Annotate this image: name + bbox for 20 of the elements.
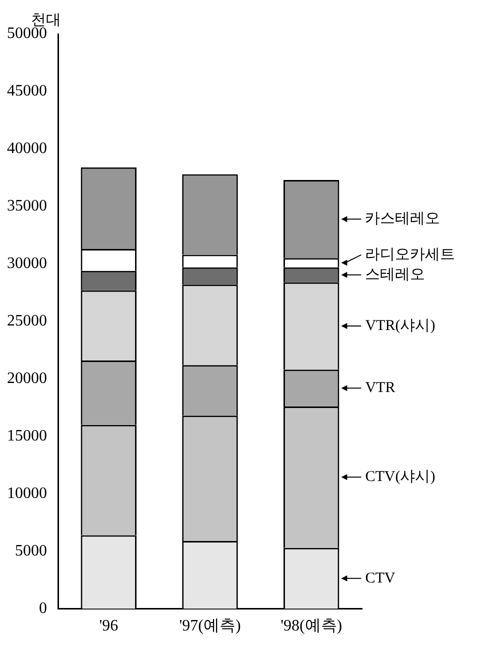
y-tick-label: 40000 xyxy=(7,140,47,158)
y-tick-label: 25000 xyxy=(7,312,47,330)
x-tick-label: '97(예측) xyxy=(179,618,241,635)
x-tick-label: '96 xyxy=(99,618,118,635)
y-tick-label: 15000 xyxy=(7,428,47,445)
y-tick-label: 35000 xyxy=(7,198,47,215)
series-label: 스테레오 xyxy=(365,266,426,283)
y-tick-label: 10000 xyxy=(7,485,47,502)
series-label: VTR xyxy=(365,380,396,396)
series-label: CTV xyxy=(365,570,396,586)
series-label: CTV(샤시) xyxy=(365,469,436,486)
y-tick-label: 0 xyxy=(39,600,47,618)
series-label: VTR(샤시) xyxy=(365,318,436,334)
y-tick-label: 30000 xyxy=(7,255,47,272)
series-label: 라디오카세트 xyxy=(365,246,456,263)
y-tick-label: 5000 xyxy=(15,542,47,560)
x-tick-label: '98(예측) xyxy=(280,618,342,635)
y-tick-label: 45000 xyxy=(7,82,47,100)
y-tick-label: 20000 xyxy=(7,370,47,388)
series-label: 카스테레오 xyxy=(365,211,440,228)
